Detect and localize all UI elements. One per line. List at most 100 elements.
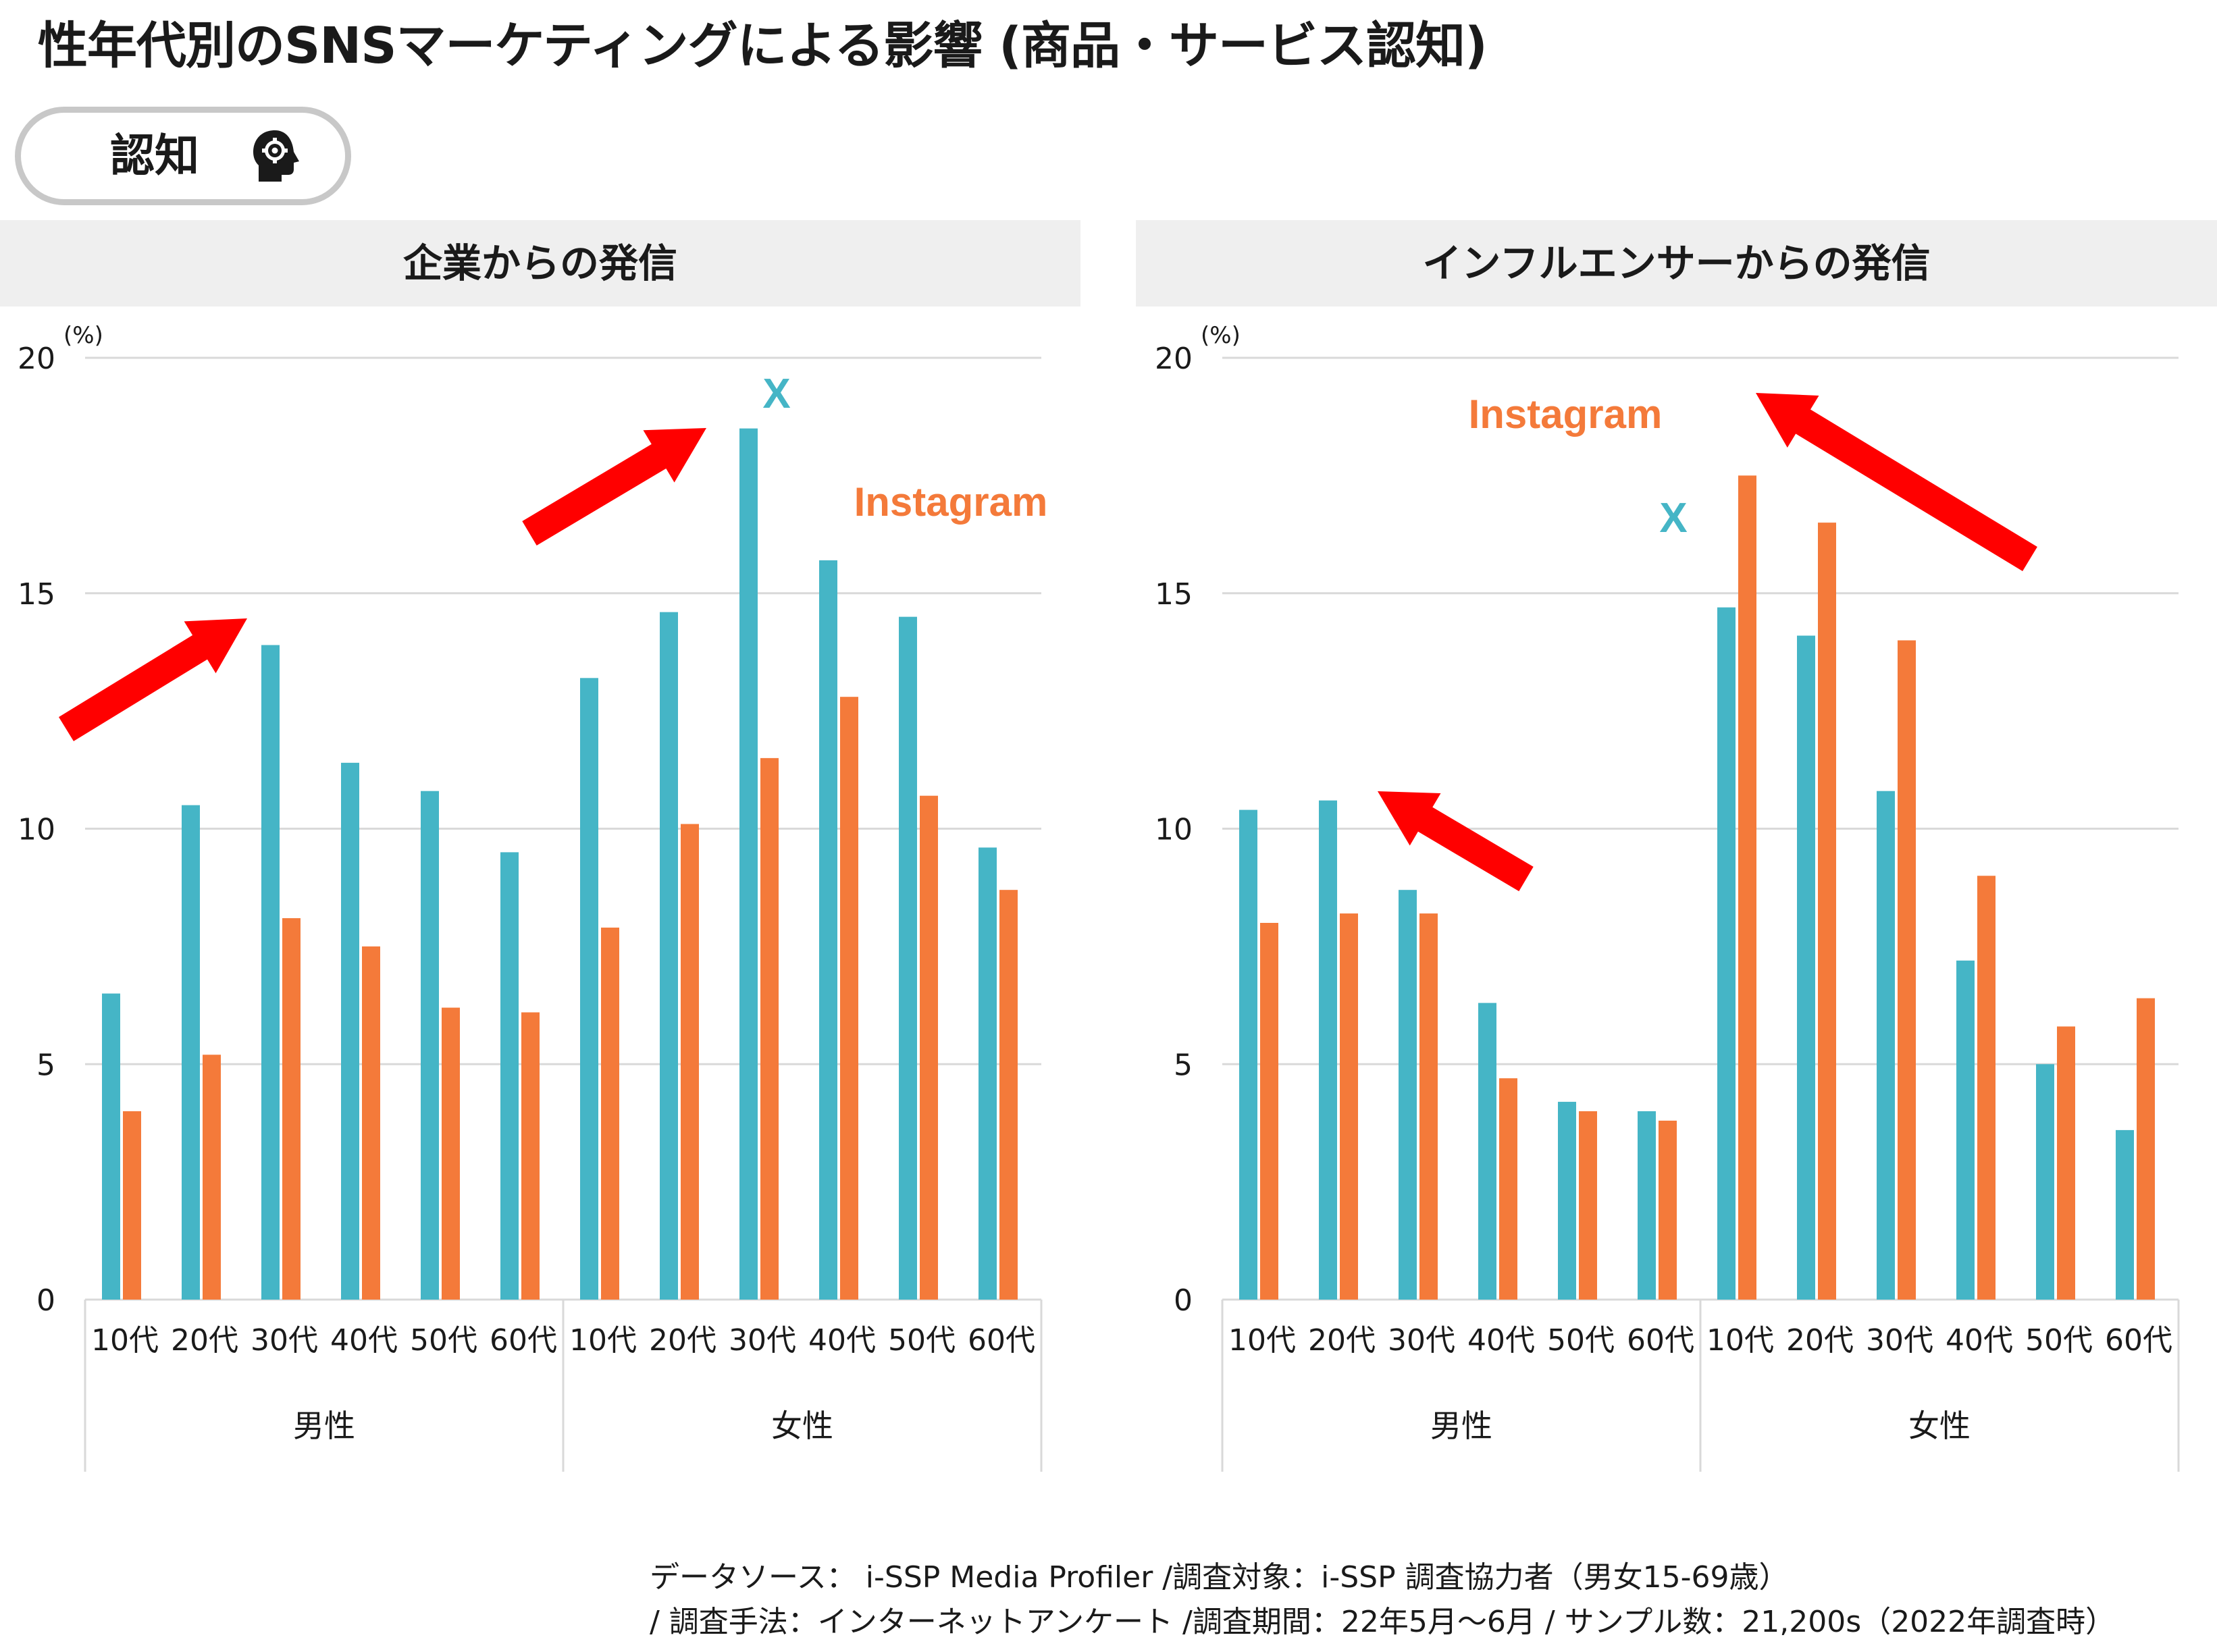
- bar-x: [1797, 635, 1815, 1300]
- group-label: 女性: [1908, 1408, 1971, 1444]
- x-tick-label: 10代: [91, 1323, 159, 1358]
- bar-x: [1558, 1102, 1576, 1300]
- bar-x: [1956, 960, 1975, 1300]
- bar-instagram: [362, 946, 380, 1300]
- bar-instagram: [1579, 1111, 1597, 1300]
- y-tick-label: 0: [1174, 1283, 1193, 1318]
- bar-x: [1877, 791, 1895, 1300]
- x-tick-label: 50代: [1547, 1323, 1615, 1358]
- bar-instagram: [282, 918, 301, 1300]
- bar-x: [182, 805, 200, 1300]
- badge-label: 認知: [110, 130, 199, 182]
- bar-x: [1478, 1003, 1496, 1300]
- bar-x: [2116, 1129, 2134, 1300]
- y-tick-label: 0: [36, 1283, 55, 1318]
- bar-instagram: [601, 927, 619, 1300]
- bar-instagram: [2057, 1026, 2075, 1300]
- bar-x: [660, 612, 678, 1300]
- bar-x: [739, 428, 758, 1300]
- category-badge: 認知: [15, 107, 351, 205]
- group-label: 男性: [293, 1408, 355, 1444]
- bar-instagram: [999, 890, 1018, 1300]
- group-label: 男性: [1430, 1408, 1492, 1444]
- bar-instagram: [1738, 475, 1756, 1300]
- bar-x: [500, 852, 519, 1300]
- x-tick-label: 40代: [330, 1323, 398, 1358]
- bar-instagram: [1659, 1120, 1677, 1300]
- bar-instagram: [1977, 876, 1996, 1300]
- x-tick-label: 60代: [2105, 1323, 2172, 1358]
- trend-arrow-icon: [1756, 393, 2037, 571]
- footnote-method: / 調査手法：インターネットアンケート /調査期間：22年5月〜6月 / サンプ…: [650, 1605, 2116, 1639]
- bar-x: [979, 847, 997, 1300]
- panel-header-influencer: インフルエンサーからの発信: [1136, 220, 2217, 307]
- bar-instagram: [1818, 523, 1836, 1300]
- series-label-x: X: [762, 371, 790, 417]
- x-tick-label: 40代: [1467, 1323, 1535, 1358]
- bar-instagram: [920, 795, 938, 1300]
- x-tick-label: 20代: [1308, 1323, 1376, 1358]
- x-tick-label: 50代: [410, 1323, 477, 1358]
- bar-instagram: [1499, 1078, 1517, 1300]
- bar-x: [1239, 809, 1257, 1300]
- y-unit-label: (%): [1201, 322, 1241, 349]
- group-label: 女性: [771, 1408, 833, 1444]
- bar-x: [1319, 800, 1337, 1300]
- bar-instagram: [1419, 913, 1438, 1300]
- bar-x: [421, 791, 439, 1300]
- bar-x: [261, 645, 280, 1300]
- x-tick-label: 50代: [2025, 1323, 2093, 1358]
- bar-x: [102, 993, 120, 1300]
- x-tick-label: 20代: [1786, 1323, 1854, 1358]
- trend-arrow-icon: [522, 428, 706, 545]
- bar-instagram: [1898, 640, 1916, 1300]
- x-tick-label: 40代: [808, 1323, 876, 1358]
- x-tick-label: 50代: [888, 1323, 956, 1358]
- footnote-source: データソース： i-SSP Media Profiler /調査対象：i-SSP…: [650, 1560, 1789, 1595]
- y-tick-label: 5: [1174, 1048, 1193, 1082]
- bar-instagram: [840, 697, 858, 1300]
- series-label-x: X: [1659, 495, 1687, 541]
- bar-instagram: [1340, 913, 1358, 1300]
- x-tick-label: 30代: [1388, 1323, 1455, 1358]
- x-tick-label: 40代: [1946, 1323, 2013, 1358]
- bar-x: [2036, 1064, 2054, 1300]
- bar-x: [1638, 1111, 1656, 1300]
- bar-x: [580, 678, 598, 1300]
- y-tick-label: 10: [1155, 813, 1193, 847]
- bar-x: [899, 616, 917, 1300]
- bar-instagram: [1260, 923, 1278, 1300]
- bar-x: [1399, 890, 1417, 1300]
- bar-instagram: [203, 1055, 221, 1300]
- series-label-instagram: Instagram: [1469, 392, 1663, 437]
- bar-instagram: [442, 1007, 460, 1300]
- y-tick-label: 15: [1155, 577, 1193, 612]
- y-tick-label: 15: [18, 577, 55, 612]
- x-tick-label: 30代: [1866, 1323, 1933, 1358]
- series-label-instagram: Instagram: [854, 479, 1048, 525]
- bar-instagram: [123, 1111, 141, 1300]
- bar-x: [341, 762, 359, 1300]
- x-tick-label: 20代: [171, 1323, 238, 1358]
- x-tick-label: 10代: [1706, 1323, 1774, 1358]
- x-tick-label: 30代: [729, 1323, 796, 1358]
- page-title: 性年代別のSNSマーケティングによる影響 (商品・サービス認知): [38, 17, 1488, 75]
- y-tick-label: 5: [36, 1048, 55, 1082]
- y-tick-label: 20: [18, 342, 55, 376]
- bar-instagram: [2137, 998, 2155, 1300]
- bar-x: [819, 560, 837, 1300]
- bar-instagram: [760, 757, 779, 1300]
- x-tick-label: 20代: [649, 1323, 716, 1358]
- bar-x: [1717, 607, 1736, 1300]
- panel-header-company: 企業からの発信: [0, 220, 1080, 307]
- x-tick-label: 60代: [968, 1323, 1035, 1358]
- x-tick-label: 60代: [490, 1323, 557, 1358]
- bar-instagram: [521, 1012, 540, 1300]
- y-tick-label: 20: [1155, 342, 1193, 376]
- bar-instagram: [681, 824, 699, 1300]
- x-tick-label: 60代: [1627, 1323, 1694, 1358]
- x-tick-label: 30代: [251, 1323, 318, 1358]
- trend-arrow-icon: [1378, 791, 1534, 892]
- trend-arrow-icon: [59, 618, 247, 741]
